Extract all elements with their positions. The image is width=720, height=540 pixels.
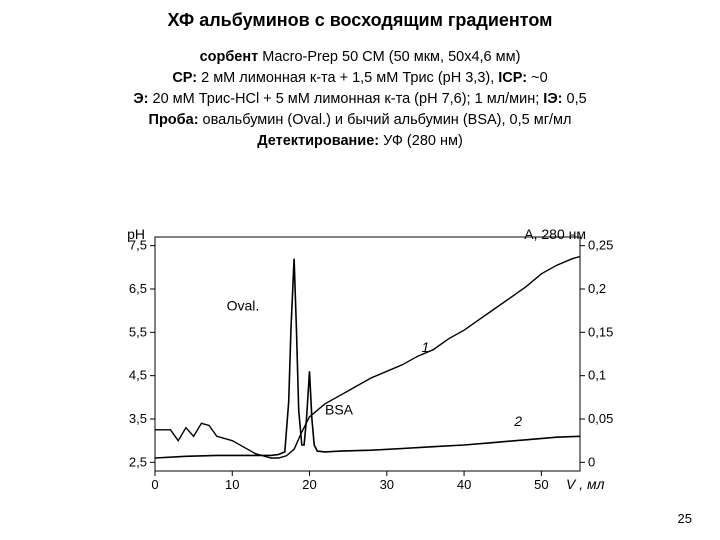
slide-number: 25	[678, 511, 692, 526]
svg-text:0,2: 0,2	[588, 281, 606, 296]
sorbent-value: Macro-Prep 50 CM (50 мкм, 50x4,6 мм)	[262, 49, 520, 65]
icp-value: ~0	[531, 70, 548, 86]
icp-label: IСР:	[498, 70, 531, 86]
chart-svg: 01020304050V , мл2,53,54,55,56,57,5pH00,…	[100, 225, 640, 505]
svg-text:0,15: 0,15	[588, 324, 613, 339]
e-value: 20 мМ Трис-HCl + 5 мМ лимонная к-та (pH …	[153, 91, 544, 107]
svg-text:6,5: 6,5	[129, 281, 147, 296]
cp-value: 2 мМ лимонная к-та + 1,5 мМ Трис (pH 3,3…	[201, 70, 498, 86]
svg-text:0,05: 0,05	[588, 411, 613, 426]
svg-text:50: 50	[534, 477, 548, 492]
detect-label: Детектирование:	[257, 133, 383, 149]
param-cp: СР: 2 мМ лимонная к-та + 1,5 мМ Трис (pH…	[0, 68, 720, 89]
cp-label: СР:	[172, 70, 201, 86]
svg-text:40: 40	[457, 477, 471, 492]
slide: ХФ альбуминов с восходящим градиентом со…	[0, 0, 720, 540]
method-parameters: сорбент Macro-Prep 50 CM (50 мкм, 50x4,6…	[0, 47, 720, 152]
param-detect: Детектирование: УФ (280 нм)	[0, 131, 720, 152]
svg-text:BSA: BSA	[325, 402, 354, 418]
svg-text:А, 280 нм: А, 280 нм	[524, 226, 586, 242]
detect-value: УФ (280 нм)	[383, 133, 463, 149]
svg-text:1: 1	[422, 339, 430, 355]
e-label: Э:	[133, 91, 152, 107]
svg-text:Oval.: Oval.	[227, 298, 260, 314]
svg-text:2,5: 2,5	[129, 454, 147, 469]
param-probe: Проба: овальбумин (Oval.) и бычий альбум…	[0, 110, 720, 131]
svg-text:2: 2	[513, 413, 522, 429]
probe-value: овальбумин (Oval.) и бычий альбумин (BSA…	[203, 112, 572, 128]
svg-text:pH: pH	[127, 226, 145, 242]
svg-text:0: 0	[588, 454, 595, 469]
svg-text:20: 20	[302, 477, 316, 492]
svg-text:0,1: 0,1	[588, 368, 606, 383]
svg-text:V , мл: V , мл	[566, 476, 605, 492]
slide-title: ХФ альбуминов с восходящим градиентом	[0, 0, 720, 31]
ie-value: 0,5	[567, 91, 587, 107]
svg-text:5,5: 5,5	[129, 324, 147, 339]
param-sorbent: сорбент Macro-Prep 50 CM (50 мкм, 50x4,6…	[0, 47, 720, 68]
svg-text:30: 30	[380, 477, 394, 492]
ie-label: IЭ:	[543, 91, 566, 107]
svg-text:0: 0	[151, 477, 158, 492]
svg-text:10: 10	[225, 477, 239, 492]
param-e: Э: 20 мМ Трис-HCl + 5 мМ лимонная к-та (…	[0, 89, 720, 110]
chromatogram-chart: 01020304050V , мл2,53,54,55,56,57,5pH00,…	[100, 225, 640, 505]
sorbent-label: сорбент	[200, 49, 263, 65]
svg-text:4,5: 4,5	[129, 368, 147, 383]
svg-text:3,5: 3,5	[129, 411, 147, 426]
svg-text:0,25: 0,25	[588, 238, 613, 253]
probe-label: Проба:	[149, 112, 203, 128]
